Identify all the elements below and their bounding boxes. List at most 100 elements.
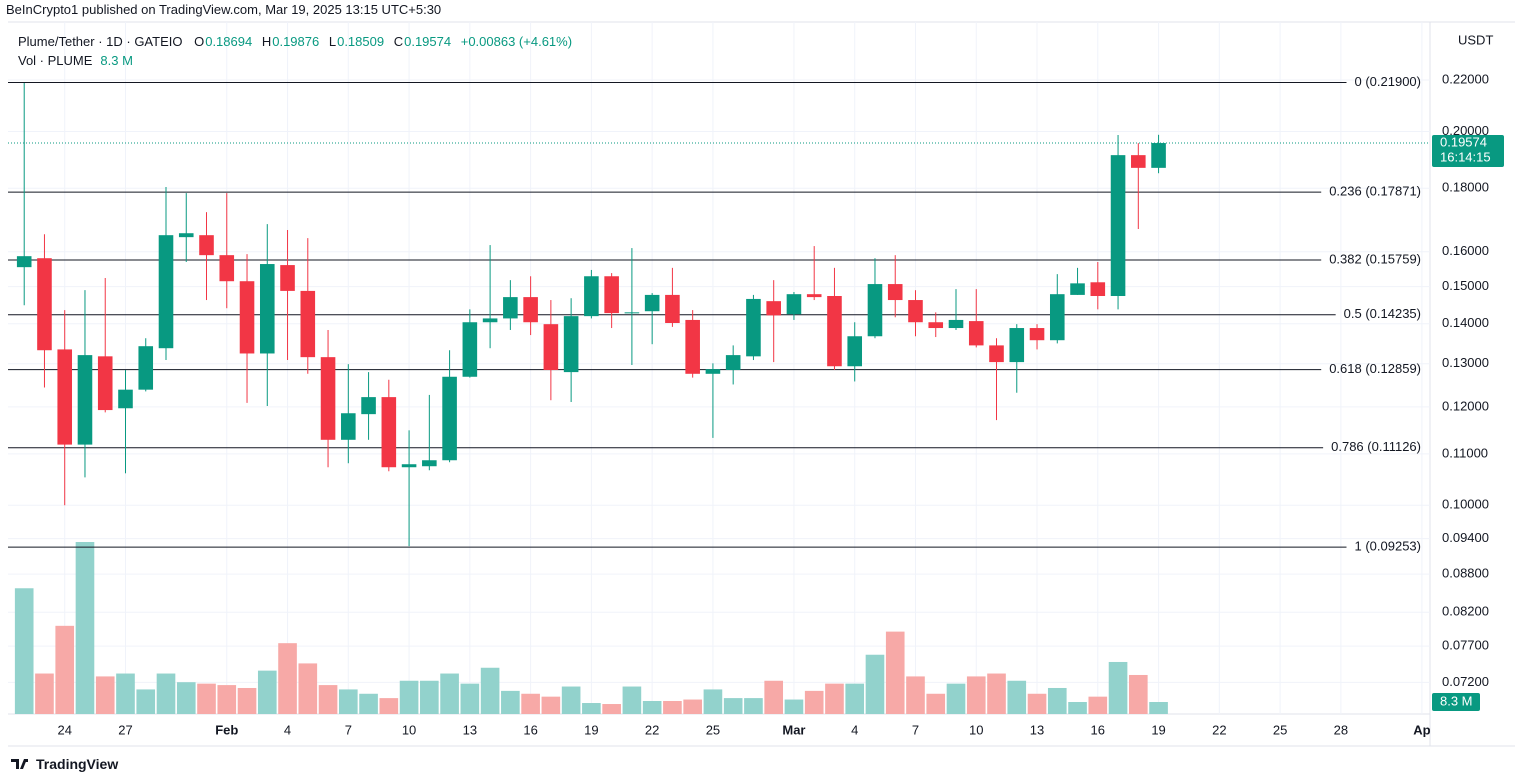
- candle-body: [1131, 155, 1146, 168]
- candle-body: [199, 235, 214, 256]
- y-tick-label: 0.16000: [1442, 243, 1489, 258]
- candle-body: [644, 294, 660, 312]
- x-tick-label: 19: [584, 722, 598, 737]
- volume-bar: [501, 690, 520, 714]
- volume-bar: [845, 683, 865, 714]
- volume-bar: [379, 698, 399, 714]
- volume-bar: [14, 588, 34, 714]
- candle-body: [118, 389, 133, 409]
- y-tick-label: 0.14000: [1442, 315, 1489, 330]
- close-value: 0.19574: [404, 34, 452, 49]
- candle-body: [523, 297, 538, 323]
- legend-row: Plume/Tether · 1D · GATEIO O0.18694 H0.1…: [18, 32, 578, 51]
- candle-body: [887, 284, 903, 301]
- candle-body: [219, 255, 235, 282]
- x-tick-label: 25: [1273, 722, 1287, 737]
- candle-body: [259, 264, 275, 354]
- high-value: 0.19876: [272, 34, 320, 49]
- volume-bar: [642, 700, 662, 714]
- x-tick-label: 16: [1091, 722, 1105, 737]
- candle-body: [381, 397, 397, 468]
- change: +0.00863 (+4.61%): [460, 34, 573, 49]
- x-tick-label: 19: [1151, 722, 1165, 737]
- volume-bar: [1149, 702, 1168, 714]
- volume-bar: [602, 704, 621, 714]
- candle-body: [989, 345, 1004, 363]
- open-key: O: [194, 34, 205, 49]
- last-price-box: [1432, 135, 1504, 168]
- x-tick-label: 4: [284, 722, 291, 737]
- x-tick-label: 24: [57, 722, 71, 737]
- volume-bar: [966, 676, 986, 714]
- candle-body: [746, 298, 761, 357]
- candle-body: [847, 336, 863, 367]
- volume-bar: [480, 667, 500, 714]
- volume-bar: [156, 673, 176, 714]
- candle-body: [908, 300, 923, 323]
- x-tick-label: 16: [523, 722, 537, 737]
- candle-body: [462, 322, 478, 377]
- candle-body: [928, 322, 944, 329]
- volume-bar: [1047, 687, 1067, 714]
- currency-label[interactable]: USDT: [1458, 32, 1493, 47]
- high-key: H: [261, 34, 272, 49]
- volume-bar: [420, 680, 439, 714]
- candle-body: [725, 355, 741, 371]
- volume-bar: [804, 690, 824, 714]
- volume-bar: [744, 698, 763, 714]
- x-tick-label: 28: [1334, 722, 1348, 737]
- volume-bar: [35, 673, 54, 714]
- countdown-label: 16:14:15: [1440, 149, 1491, 164]
- x-tick-label: 10: [969, 722, 983, 737]
- candle-body: [604, 276, 619, 314]
- candle-body: [1029, 328, 1045, 341]
- y-tick-label: 0.20000: [1442, 123, 1489, 138]
- volume-bar: [885, 631, 905, 714]
- volume-bar: [521, 693, 540, 714]
- volume-bar: [561, 686, 581, 714]
- candle-body: [563, 316, 579, 373]
- y-tick-label: 0.22000: [1442, 71, 1489, 86]
- volume-bar: [75, 542, 95, 714]
- fib-label: 1 (0.09253): [1355, 539, 1422, 554]
- candle-body: [341, 413, 356, 440]
- volume-bar: [399, 680, 419, 714]
- candle-body: [77, 355, 93, 445]
- x-tick-label: Ap: [1413, 722, 1430, 737]
- volume-bar: [622, 686, 642, 714]
- candle-body: [442, 376, 457, 461]
- volume-bar: [318, 685, 338, 714]
- volume-bar: [582, 703, 601, 714]
- candle-body: [1070, 283, 1085, 295]
- fib-label: 0.382 (0.15759): [1329, 251, 1421, 266]
- x-tick-label: 4: [851, 722, 858, 737]
- x-tick-label: 22: [1212, 722, 1226, 737]
- x-tick-label: 25: [706, 722, 720, 737]
- volume-value-box: [1432, 693, 1480, 712]
- publish-header: BeInCrypto1 published on TradingView.com…: [6, 2, 442, 17]
- candle-body: [705, 369, 721, 374]
- symbol[interactable]: Plume/Tether · 1D · GATEIO: [18, 34, 183, 49]
- candle-body: [584, 276, 599, 317]
- y-tick-label: 0.08200: [1442, 604, 1489, 619]
- volume-bar: [946, 683, 966, 714]
- x-tick-label: 22: [645, 722, 659, 737]
- volume-title[interactable]: Vol · PLUME: [18, 53, 93, 68]
- candle-body: [503, 297, 518, 319]
- candle-body: [16, 256, 32, 268]
- volume-bar: [541, 696, 561, 714]
- candle-body: [239, 281, 255, 354]
- volume-bar: [703, 689, 723, 714]
- volume-value-label: 8.3 M: [1440, 693, 1473, 708]
- y-tick-label: 0.11000: [1442, 445, 1488, 460]
- volume-bar: [440, 673, 459, 714]
- y-tick-label: 0.07200: [1442, 674, 1489, 689]
- volume-value: 8.3 M: [100, 53, 133, 68]
- legend: Plume/Tether · 1D · GATEIO O0.18694 H0.1…: [18, 32, 578, 70]
- volume-bar: [926, 693, 946, 714]
- candle-body: [280, 265, 295, 291]
- candle-body: [482, 318, 498, 323]
- candle-body: [948, 319, 964, 329]
